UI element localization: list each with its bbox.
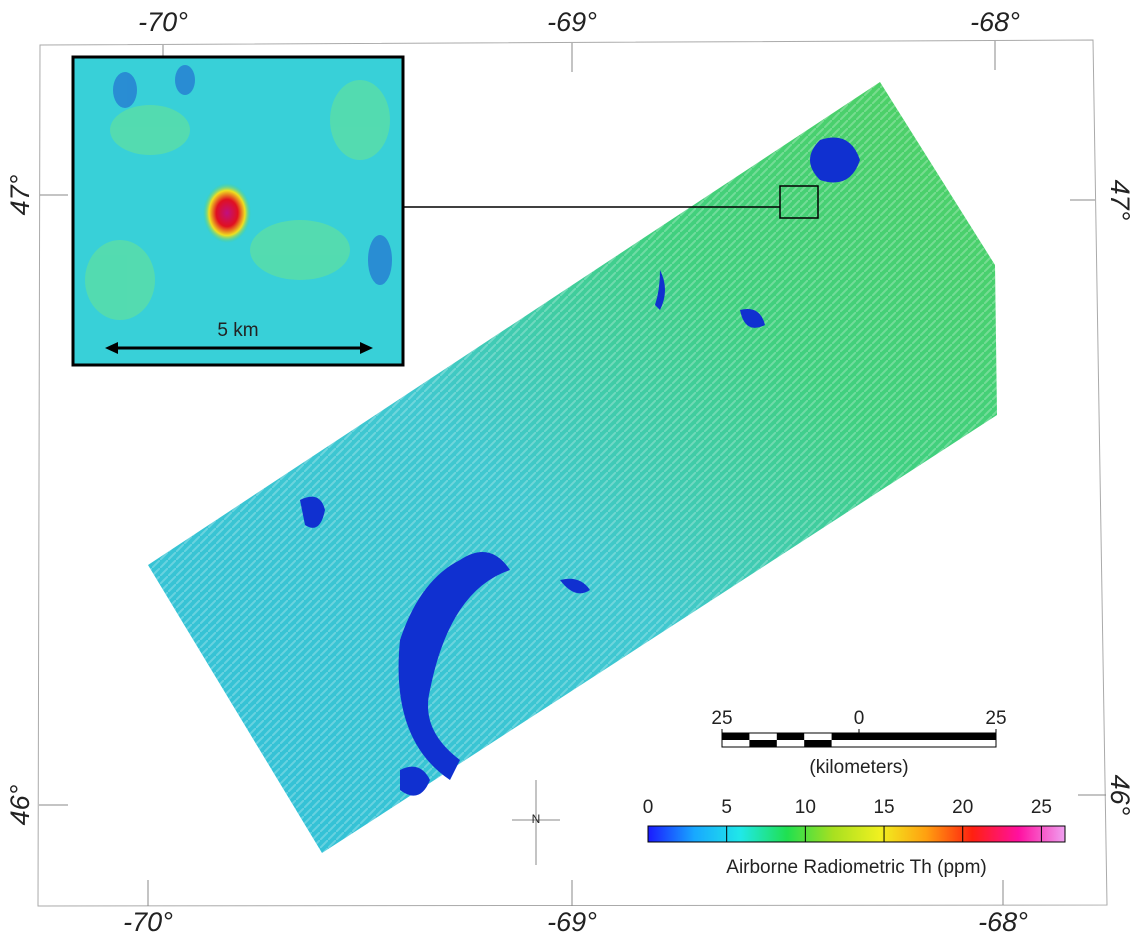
colorbar bbox=[648, 826, 1065, 842]
scale-bar-segment bbox=[722, 733, 749, 740]
north-label: N bbox=[532, 812, 541, 826]
scale-bar-segment bbox=[777, 733, 804, 740]
scale-bar-segment bbox=[859, 733, 996, 740]
lon-label: -68° bbox=[978, 907, 1028, 937]
lon-label: -70° bbox=[123, 907, 173, 937]
lat-label: 47° bbox=[5, 174, 35, 215]
scale-bar-segment bbox=[804, 740, 831, 747]
lon-label: -69° bbox=[547, 907, 597, 937]
colorbar-title: Airborne Radiometric Th (ppm) bbox=[726, 857, 986, 878]
lon-label: -68° bbox=[970, 7, 1020, 37]
lat-label: 46° bbox=[5, 784, 35, 825]
colorbar-tick-label: 20 bbox=[952, 797, 973, 818]
colorbar-tick-label: 5 bbox=[721, 797, 732, 818]
inset-scale-label: 5 km bbox=[217, 320, 258, 341]
scale-tick-label: 25 bbox=[985, 708, 1006, 729]
lon-label: -70° bbox=[138, 7, 188, 37]
lon-label: -69° bbox=[547, 7, 597, 37]
colorbar-tick-label: 15 bbox=[873, 797, 894, 818]
colorbar-tick-label: 10 bbox=[795, 797, 816, 818]
lat-label: 46° bbox=[1105, 775, 1135, 816]
scale-tick-label: 25 bbox=[711, 708, 732, 729]
lat-label: 47° bbox=[1105, 180, 1135, 221]
colorbar-tick-label: 25 bbox=[1031, 797, 1052, 818]
scale-bar-segment bbox=[749, 740, 776, 747]
colorbar-tick-label: 0 bbox=[643, 797, 654, 818]
inset: 5 km bbox=[73, 57, 403, 365]
map-figure: 5 km N -70° -69° -68° -70° -69° -68° 47° 46° 47°… bbox=[0, 0, 1138, 946]
scale-unit: (kilometers) bbox=[809, 757, 908, 778]
scale-bar-segment bbox=[832, 733, 859, 740]
scale-tick-label: 0 bbox=[854, 708, 865, 729]
